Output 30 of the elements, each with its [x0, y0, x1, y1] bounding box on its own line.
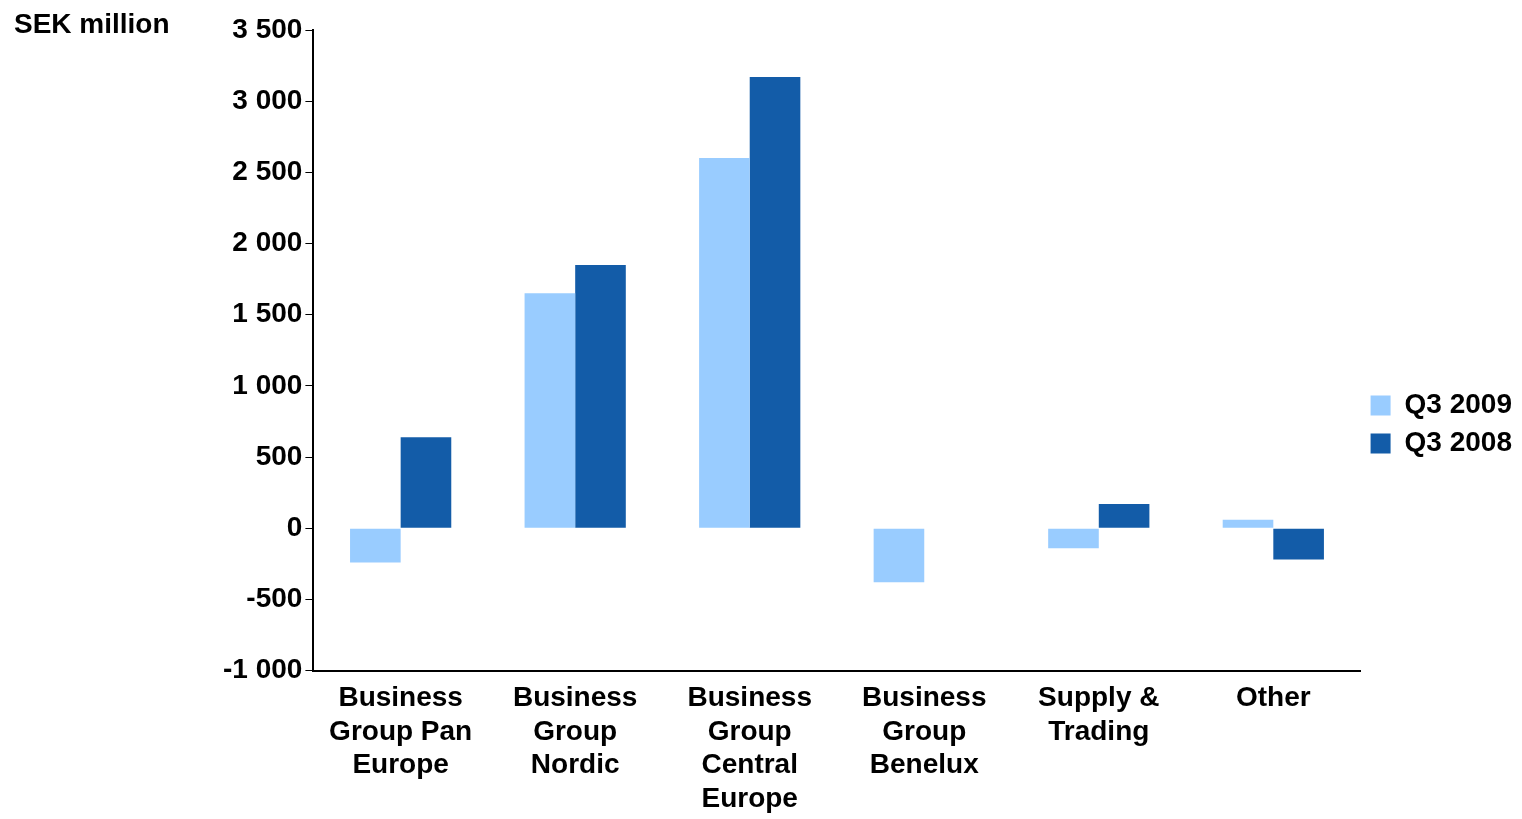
- x-tick-label: Business Group Pan Europe: [329, 681, 473, 780]
- bar: [524, 293, 576, 528]
- bar: [1048, 528, 1099, 549]
- bar: [699, 158, 750, 528]
- bar: [350, 528, 401, 563]
- legend-label: Q3 2008: [1404, 426, 1512, 458]
- y-tick-label: 1 500: [232, 297, 303, 329]
- y-tick-label: 3 500: [232, 12, 303, 44]
- y-tick-label: -1 000: [222, 653, 303, 685]
- bar: [1222, 519, 1274, 528]
- y-tick-label: 3 000: [232, 83, 303, 115]
- y-tick-label: -500: [246, 582, 303, 614]
- bar: [1273, 528, 1324, 560]
- y-tick-label: 1 000: [232, 368, 303, 400]
- x-tick-label: Business Group Central Europe: [687, 681, 812, 813]
- y-tick-label: 500: [255, 439, 303, 471]
- bar: [873, 528, 925, 583]
- x-tick-label: Supply & Trading: [1038, 681, 1160, 746]
- bar: [749, 76, 801, 528]
- bar: [400, 437, 452, 528]
- y-tick-label: 2 500: [232, 155, 303, 187]
- y-tick-label: 0: [286, 510, 303, 542]
- x-tick-label: Business Group Benelux: [862, 681, 987, 780]
- legend-label: Q3 2009: [1404, 388, 1512, 420]
- x-tick-label: Business Group Nordic: [512, 681, 638, 780]
- bar: [1098, 504, 1150, 528]
- bar: [575, 264, 626, 528]
- x-tick-label: Other: [1235, 681, 1311, 713]
- y-tick-label: 2 000: [232, 226, 303, 258]
- y-axis-title: SEK million: [14, 8, 170, 40]
